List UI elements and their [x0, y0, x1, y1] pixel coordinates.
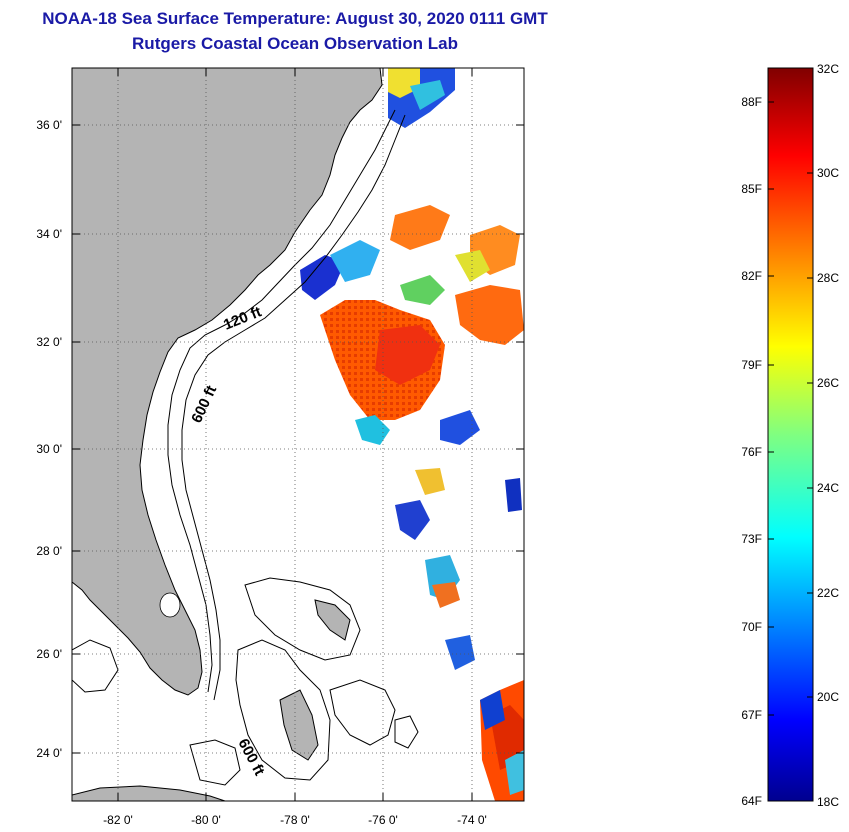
lon-label-82: -82 0' — [103, 813, 133, 827]
colorbar-label-32c: 32C — [817, 62, 839, 76]
lat-label-24: 24 0' — [36, 746, 62, 760]
colorbar-label-64f: 64F — [741, 794, 762, 808]
lat-label-32: 32 0' — [36, 335, 62, 349]
map-subtitle: Rutgers Coastal Ocean Observation Lab — [132, 34, 458, 53]
bathymetry-contours — [72, 109, 419, 786]
lat-label-26: 26 0' — [36, 647, 62, 661]
colorbar-label-79f: 79F — [741, 358, 762, 372]
axis-ticks — [72, 68, 524, 801]
map-title: NOAA-18 Sea Surface Temperature: August … — [42, 9, 548, 28]
lon-label-76: -76 0' — [368, 813, 398, 827]
lat-label-28: 28 0' — [36, 544, 62, 558]
colorbar-label-20c: 20C — [817, 690, 839, 704]
colorbar-label-30c: 30C — [817, 166, 839, 180]
lon-label-78: -78 0' — [280, 813, 310, 827]
colorbar-label-70f: 70F — [741, 620, 762, 634]
lon-label-74: -74 0' — [457, 813, 487, 827]
colorbar-label-24c: 24C — [817, 481, 839, 495]
colorbar-label-18c: 18C — [817, 795, 839, 809]
colorbar-label-85f: 85F — [741, 182, 762, 196]
land-bahamas-north — [314, 599, 351, 641]
colorbar-label-73f: 73F — [741, 532, 762, 546]
lat-label-36: 36 0' — [36, 118, 62, 132]
colorbar-label-88f: 88F — [741, 95, 762, 109]
colorbar-label-67f: 67F — [741, 708, 762, 722]
colorbar-label-76f: 76F — [741, 445, 762, 459]
lake-okeechobee — [159, 592, 181, 618]
colorbar-label-26c: 26C — [817, 376, 839, 390]
colorbar-label-28c: 28C — [817, 271, 839, 285]
colorbar-label-22c: 22C — [817, 586, 839, 600]
colorbar-label-82f: 82F — [741, 269, 762, 283]
lat-label-34: 34 0' — [36, 227, 62, 241]
land-bahamas-andros — [279, 689, 319, 761]
colorbar — [767, 67, 814, 802]
land-mainland — [72, 68, 383, 696]
graticule — [72, 68, 524, 801]
land-cuba — [72, 785, 226, 801]
colorbar-ticks — [768, 101, 813, 716]
lat-label-30: 30 0' — [36, 442, 62, 456]
lon-label-80: -80 0' — [191, 813, 221, 827]
